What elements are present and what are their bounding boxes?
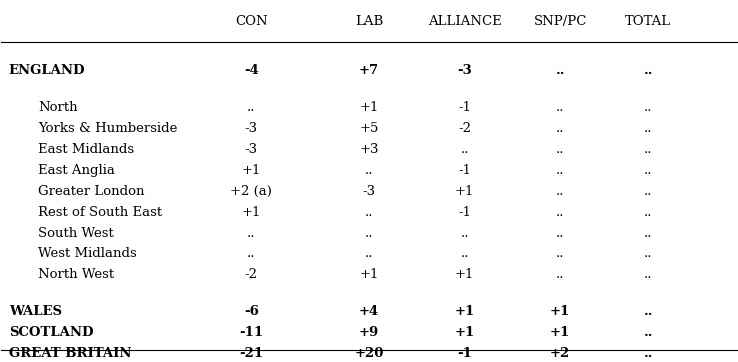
Text: -21: -21 — [239, 347, 263, 360]
Text: Greater London: Greater London — [38, 185, 145, 198]
Text: ..: .. — [644, 101, 652, 114]
Text: ..: .. — [556, 185, 565, 198]
Text: +1: +1 — [359, 268, 379, 281]
Text: ..: .. — [247, 101, 255, 114]
Text: ..: .. — [644, 122, 652, 135]
Text: +2 (a): +2 (a) — [230, 185, 272, 198]
Text: West Midlands: West Midlands — [38, 248, 137, 260]
Text: ..: .. — [365, 227, 373, 240]
Text: ..: .. — [556, 248, 565, 260]
Text: ..: .. — [556, 64, 565, 77]
Text: -2: -2 — [245, 268, 258, 281]
Text: -3: -3 — [362, 185, 376, 198]
Text: -11: -11 — [239, 326, 263, 339]
Text: ..: .. — [644, 347, 653, 360]
Text: +2: +2 — [550, 347, 570, 360]
Text: LAB: LAB — [355, 15, 383, 28]
Text: ..: .. — [644, 164, 652, 177]
Text: -6: -6 — [244, 305, 259, 318]
Text: ..: .. — [556, 122, 565, 135]
Text: +1: +1 — [455, 185, 475, 198]
Text: ..: .. — [644, 326, 653, 339]
Text: ..: .. — [644, 206, 652, 219]
Text: +9: +9 — [359, 326, 379, 339]
Text: East Anglia: East Anglia — [38, 164, 115, 177]
Text: ..: .. — [461, 143, 469, 156]
Text: -2: -2 — [458, 122, 471, 135]
Text: ..: .. — [644, 248, 652, 260]
Text: South West: South West — [38, 227, 114, 240]
Text: ..: .. — [247, 227, 255, 240]
Text: North: North — [38, 101, 77, 114]
Text: -1: -1 — [458, 206, 471, 219]
Text: ENGLAND: ENGLAND — [9, 64, 86, 77]
Text: ..: .. — [461, 227, 469, 240]
Text: +1: +1 — [550, 305, 570, 318]
Text: East Midlands: East Midlands — [38, 143, 134, 156]
Text: +5: +5 — [359, 122, 379, 135]
Text: ..: .. — [644, 64, 653, 77]
Text: ..: .. — [644, 185, 652, 198]
Text: +1: +1 — [455, 326, 475, 339]
Text: ..: .. — [644, 227, 652, 240]
Text: ..: .. — [644, 268, 652, 281]
Text: ..: .. — [644, 305, 653, 318]
Text: WALES: WALES — [9, 305, 62, 318]
Text: -1: -1 — [458, 101, 471, 114]
Text: ..: .. — [556, 143, 565, 156]
Text: ..: .. — [365, 248, 373, 260]
Text: -1: -1 — [458, 164, 471, 177]
Text: +1: +1 — [241, 206, 261, 219]
Text: ALLIANCE: ALLIANCE — [428, 15, 501, 28]
Text: +3: +3 — [359, 143, 379, 156]
Text: -3: -3 — [458, 64, 472, 77]
Text: +1: +1 — [455, 305, 475, 318]
Text: Rest of South East: Rest of South East — [38, 206, 162, 219]
Text: ..: .. — [461, 248, 469, 260]
Text: ..: .. — [556, 206, 565, 219]
Text: -4: -4 — [244, 64, 259, 77]
Text: SNP/PC: SNP/PC — [534, 15, 587, 28]
Text: ..: .. — [365, 164, 373, 177]
Text: +4: +4 — [359, 305, 379, 318]
Text: ..: .. — [247, 248, 255, 260]
Text: TOTAL: TOTAL — [625, 15, 672, 28]
Text: ..: .. — [556, 164, 565, 177]
Text: ..: .. — [556, 227, 565, 240]
Text: ..: .. — [365, 206, 373, 219]
Text: SCOTLAND: SCOTLAND — [9, 326, 93, 339]
Text: -3: -3 — [245, 122, 258, 135]
Text: ..: .. — [556, 101, 565, 114]
Text: ..: .. — [644, 143, 652, 156]
Text: +1: +1 — [550, 326, 570, 339]
Text: GREAT BRITAIN: GREAT BRITAIN — [9, 347, 131, 360]
Text: +1: +1 — [455, 268, 475, 281]
Text: ..: .. — [556, 268, 565, 281]
Text: Yorks & Humberside: Yorks & Humberside — [38, 122, 178, 135]
Text: North West: North West — [38, 268, 114, 281]
Text: -3: -3 — [245, 143, 258, 156]
Text: +20: +20 — [354, 347, 384, 360]
Text: +1: +1 — [359, 101, 379, 114]
Text: CON: CON — [235, 15, 268, 28]
Text: +7: +7 — [359, 64, 379, 77]
Text: +1: +1 — [241, 164, 261, 177]
Text: -1: -1 — [457, 347, 472, 360]
